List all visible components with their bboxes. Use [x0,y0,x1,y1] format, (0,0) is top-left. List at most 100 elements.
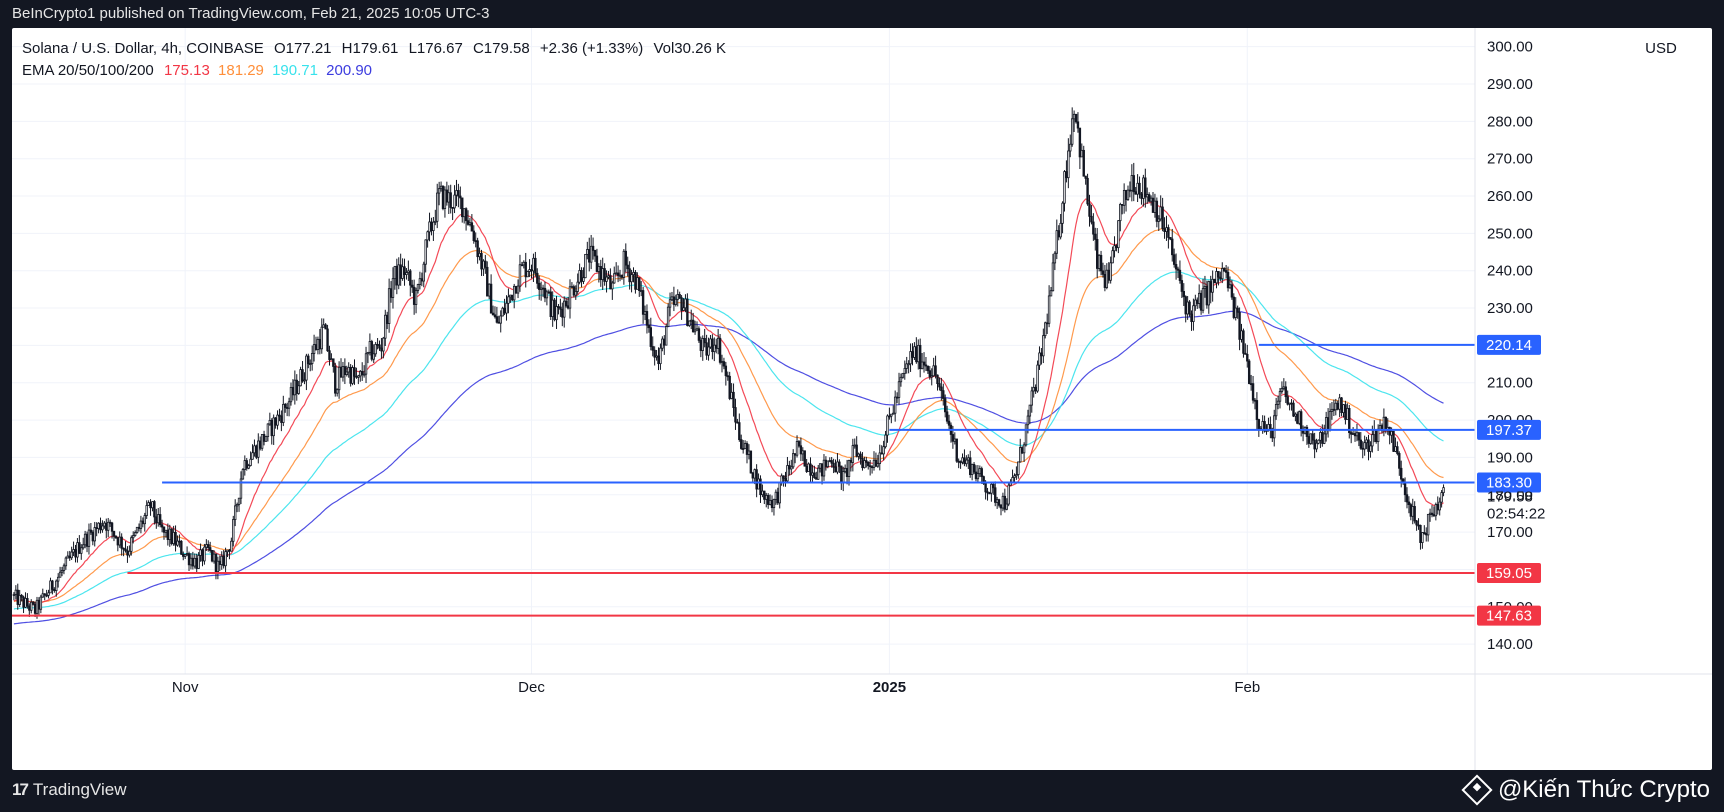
candle-body [316,338,320,351]
candle-body [56,576,60,582]
candle-body [551,299,554,317]
candle-body [770,499,774,509]
volume-value: Vol30.26 K [653,40,726,57]
candle-body [1215,271,1218,284]
candle-body [447,192,450,203]
ema20-line [13,198,1444,605]
candle-body [828,460,831,462]
candle-body [809,463,812,476]
ema-label[interactable]: EMA 20/50/100/200 [22,62,154,79]
candle-body [784,477,787,482]
candle-body [922,361,926,366]
candle-body [765,494,768,500]
candle-body [203,546,206,562]
candle-body [684,298,687,309]
candle-body [1107,269,1110,281]
candle-body [393,265,397,280]
candle-body [1117,220,1120,249]
candle-body [786,465,789,482]
candle-body [1334,402,1337,411]
candle-body [153,501,156,518]
tradingview-brand[interactable]: 17 TradingView [12,780,126,800]
candle-body [670,296,674,301]
publish-info-bar: BeInCrypto1 published on TradingView.com… [0,0,1724,28]
candle-body [422,263,425,282]
candle-body [114,535,118,539]
candle-body [1167,227,1170,238]
candle-body [872,459,876,468]
candle-body [1017,461,1020,475]
candle-body [1151,197,1155,213]
candle-body [1378,425,1382,430]
candle-body [1298,411,1301,424]
chart-panel[interactable]: 300.00 290.00 280.00 270.00 260.00 250.00 240.… [12,28,1712,770]
candle-body [1388,426,1391,436]
close-value: C179.58 [472,40,530,57]
candle-body [1351,433,1355,435]
candle-body [191,557,195,567]
candle-body [303,379,306,382]
candle-body [628,268,631,283]
candle-body [903,367,906,374]
candle-body [362,373,366,376]
candle-body [255,445,258,458]
candle-body [374,343,377,355]
candle-body [322,324,325,328]
candle-body [14,589,18,595]
candle-body [980,468,983,477]
open-value: O177.21 [273,40,332,57]
candle-body [143,515,146,525]
candle-body [634,271,637,290]
candle-body [832,462,835,468]
candle-body [509,294,512,298]
candle-body [1413,506,1416,522]
candle-body [641,290,645,315]
candle-body [1076,121,1080,129]
candle-body [761,490,764,496]
candle-body [1440,492,1443,503]
candle-body [741,448,745,450]
candle-body [720,361,724,364]
candle-body [659,347,662,365]
candle-body [757,478,760,490]
diamond-logo-icon [1461,774,1493,806]
candle-body [359,370,362,377]
candle-body [620,274,624,278]
candle-body [574,291,577,296]
candle-body [1178,269,1182,281]
candle-body [1278,391,1282,402]
candle-body [28,605,31,611]
candle-body [193,557,196,567]
symbol-title[interactable]: Solana / U.S. Dollar, 4h, COINBASE [22,40,264,57]
candle-body [880,452,883,455]
candle-body [732,391,735,408]
candle-body [801,450,805,455]
candle-body [639,290,643,292]
candle-body [853,444,856,447]
candle-body [1371,434,1374,447]
candle-body [45,594,48,597]
candle-body [305,355,308,381]
candle-body [1305,426,1309,437]
candle-body [1234,307,1237,318]
candle-body [386,314,389,324]
candle-body [501,307,504,317]
price-chart[interactable]: 300.00 290.00 280.00 270.00 260.00 250.00 240.… [12,28,1712,770]
candle-body [1415,520,1418,526]
candle-body [847,460,851,477]
candle-body [740,439,743,449]
candle-body [384,314,387,339]
candle-body [909,351,912,365]
currency-selector[interactable]: USD [1624,36,1698,62]
candle-body [247,465,250,469]
candle-body [711,338,714,353]
candle-body [70,551,73,559]
candle-body [1067,150,1070,179]
candle-body [436,192,439,222]
candle-body [522,261,526,266]
candle-body [455,190,458,196]
candle-body [826,460,830,468]
candle-body [878,452,881,464]
candle-body [820,463,824,477]
candle-body [715,344,718,349]
